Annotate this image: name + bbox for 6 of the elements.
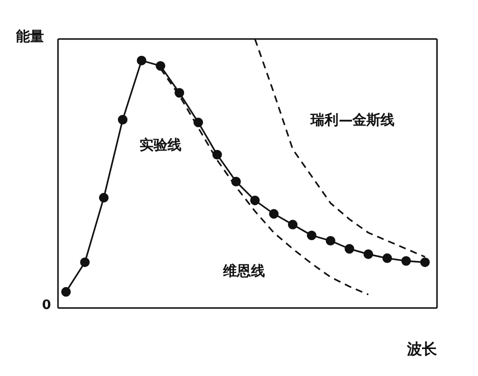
- text: 维恩线: [222, 262, 265, 280]
- text: 0: [42, 298, 52, 313]
- y-axis-title: 能量: [16, 28, 44, 46]
- series-label: 瑞利—金斯线: [310, 112, 395, 128]
- x-axis-title: 波长: [406, 340, 438, 358]
- series-label: 实验线: [139, 136, 182, 154]
